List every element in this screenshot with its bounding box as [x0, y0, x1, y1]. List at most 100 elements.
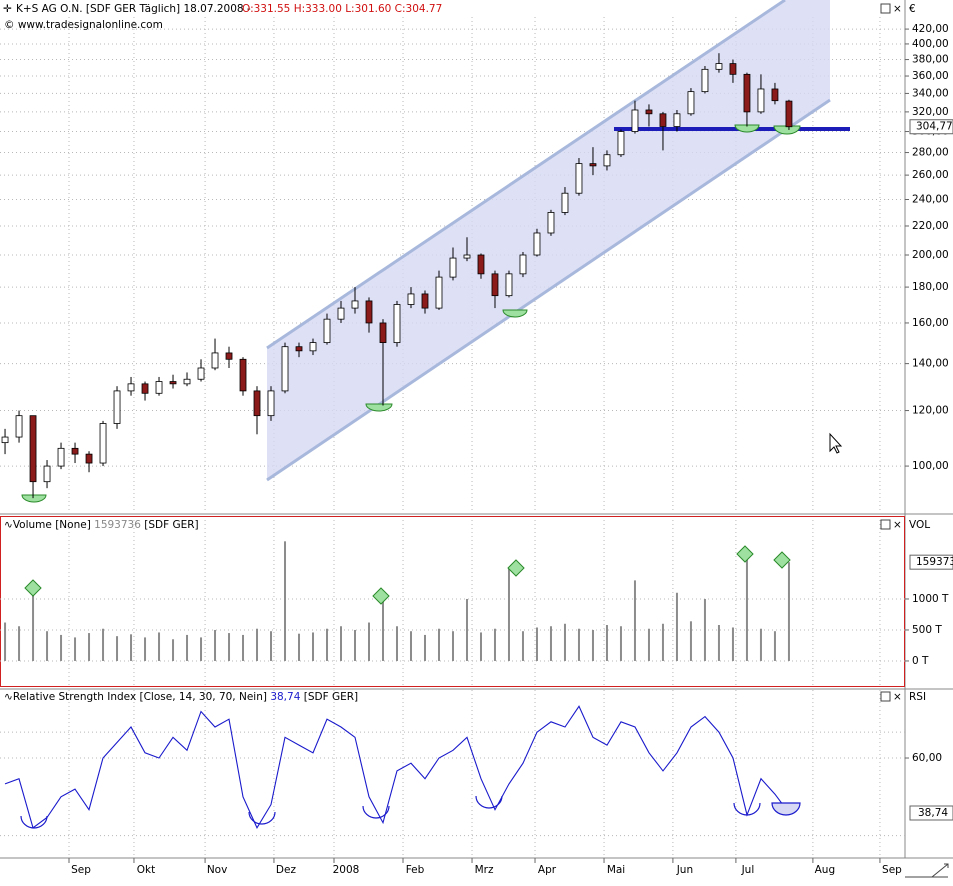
y-tick-label: 360,00: [912, 70, 949, 82]
low-marker: [773, 125, 801, 135]
mouse-cursor: [829, 432, 843, 454]
rsi-markers: [20, 795, 801, 829]
candle-body: [757, 88, 765, 113]
candle-body: [15, 415, 23, 438]
y-tick-label: 380,00: [912, 54, 949, 66]
volume-bar: [200, 637, 203, 661]
x-tick-label: Nov: [207, 864, 228, 876]
volume-bar: [479, 632, 482, 661]
volume-bar: [633, 580, 636, 661]
low-marker: [365, 403, 393, 412]
x-tick-label: Feb: [406, 864, 425, 876]
candle-body: [379, 322, 387, 344]
y-tick-label: 400,00: [912, 38, 949, 50]
close-button[interactable]: ×: [893, 691, 902, 703]
volume-bar: [214, 629, 217, 661]
source-note: © www.tradesignalonline.com: [4, 19, 163, 31]
volume-source: [SDF GER]: [144, 519, 198, 531]
rsi-line: [4, 705, 790, 829]
resize-grip: [905, 863, 949, 878]
volume-bar: [787, 562, 790, 661]
symbol-icon: ✛: [3, 3, 12, 15]
y-tick-label: 240,00: [912, 193, 949, 205]
channel-upper: [266, 0, 786, 350]
volume-bar: [717, 625, 720, 661]
candle-body: [43, 465, 51, 483]
volume-bar: [577, 628, 580, 661]
candle-body: [547, 212, 555, 234]
currency-label: €: [909, 3, 916, 15]
candle-body: [589, 163, 597, 167]
candle-body: [57, 447, 65, 467]
rsi-marker: [248, 811, 276, 825]
volume-bar: [18, 626, 21, 661]
volume-bar: [298, 633, 301, 661]
panel-title: ∿Relative Strength Index [Close, 14, 30,…: [4, 691, 358, 703]
x-tick-label: Sep: [882, 864, 902, 876]
volume-bar: [367, 622, 370, 661]
volume-axis-label: VOL: [909, 519, 930, 531]
candle-body: [519, 254, 527, 275]
volume-markers: [24, 545, 791, 605]
candle-body: [659, 113, 667, 127]
candle-body: [267, 390, 275, 417]
y-tick-label: 140,00: [912, 358, 949, 370]
y-tick-label: 100,00: [912, 460, 949, 472]
maximize-button[interactable]: [880, 519, 891, 530]
candle-body: [169, 381, 177, 385]
rsi-marker: [475, 795, 503, 809]
volume-bar: [60, 634, 63, 661]
volume-bar: [395, 626, 398, 661]
rsi-marker: [733, 802, 761, 816]
candle-body: [477, 254, 485, 275]
volume-bar: [46, 631, 49, 661]
y-tick-label: 340,00: [912, 87, 949, 99]
x-tick-label: Jun: [676, 864, 693, 876]
volume-bar: [381, 595, 384, 661]
candle-body: [687, 91, 695, 115]
candle-body: [71, 447, 79, 455]
candle-body: [617, 131, 625, 156]
y-tick-label: 500 T: [912, 624, 942, 636]
rsi-last-value: 38,74: [270, 691, 300, 703]
rsi-title: Relative Strength Index [Close, 14, 30, …: [13, 691, 267, 703]
volume-bar: [591, 629, 594, 661]
maximize-button[interactable]: [880, 691, 891, 702]
candle-body: [701, 68, 709, 93]
panel-buttons: × × ×: [880, 3, 902, 703]
candle-body: [127, 383, 135, 392]
x-tick-label: Sep: [71, 864, 91, 876]
volume-bar: [270, 631, 273, 661]
candle-body: [771, 88, 779, 102]
rsi-marker: [771, 802, 801, 816]
candle-body: [155, 381, 163, 394]
candle-body: [463, 254, 471, 259]
volume-bar: [745, 554, 748, 661]
candle-body: [715, 63, 723, 70]
y-tick-label: 280,00: [912, 147, 949, 159]
x-tick-label: 2008: [333, 864, 360, 876]
x-tick-label: Jul: [741, 864, 755, 876]
x-tick-label: Mrz: [475, 864, 494, 876]
candle-body: [323, 318, 331, 344]
volume-bar: [228, 633, 231, 661]
volume-bar: [661, 623, 664, 661]
x-tick-label: Okt: [137, 864, 155, 876]
candle-body: [435, 276, 443, 309]
close-button[interactable]: ×: [893, 3, 902, 15]
rsi-axis-label: RSI: [909, 691, 926, 703]
y-tick-label: 420,00: [912, 23, 949, 35]
volume-bar: [647, 628, 650, 661]
volume-bar: [689, 621, 692, 661]
close-button[interactable]: ×: [893, 519, 902, 531]
volume-last-value: 1593736: [94, 519, 141, 531]
selected-panel-border: [0, 516, 905, 687]
maximize-button[interactable]: [880, 3, 891, 14]
low-markers: [21, 124, 801, 503]
volume-bar: [4, 622, 7, 661]
volume-marker: [507, 559, 525, 577]
volume-bar: [144, 637, 147, 661]
candle-body: [603, 154, 611, 167]
volume-bar: [507, 567, 510, 661]
